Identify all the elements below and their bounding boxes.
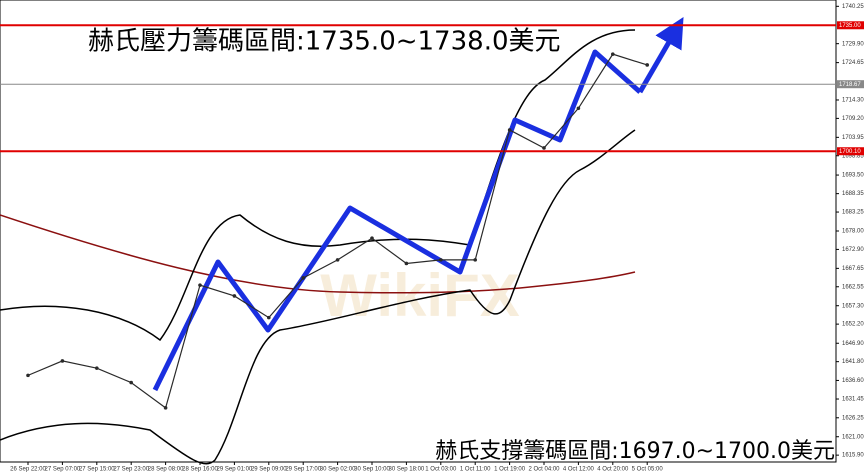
y-tick-label: 1621.00: [842, 434, 864, 440]
x-tick-label: 27 Sep 23:00: [113, 467, 149, 473]
x-tick-label: 1 Oct 03:00: [425, 467, 457, 473]
price-point: [335, 258, 340, 262]
y-tick-label: 1641.80: [842, 359, 864, 365]
y-tick-label: 1740.25: [842, 4, 864, 10]
level-label: 1718.67: [839, 82, 861, 88]
bollinger-upper: [0, 29, 636, 342]
watermark: WikiFX: [320, 262, 519, 329]
price-point: [611, 52, 615, 56]
y-tick-label: 1662.55: [842, 284, 864, 290]
y-tick-label: 1693.50: [842, 173, 864, 179]
x-tick-label: 30 Sep 02:00: [320, 467, 356, 473]
x-tick-label: 28 Sep 16:00: [182, 467, 218, 473]
level-label: 1735.00: [839, 23, 861, 29]
trend-arrow: [637, 17, 684, 94]
level-box: [837, 80, 864, 89]
y-tick-label: 1724.65: [842, 60, 864, 66]
x-tick-label: 30 Sep 18:00: [389, 467, 425, 473]
price-point: [267, 315, 271, 320]
x-tick-label: 2 Oct 04:00: [528, 467, 560, 473]
price-point: [473, 258, 478, 262]
y-tick-label: 1688.35: [842, 191, 864, 197]
y-tick-label: 1631.45: [842, 397, 864, 403]
price-point: [370, 236, 374, 241]
y-tick-label: 1714.30: [842, 98, 864, 104]
x-tick-label: 28 Sep 08:00: [148, 467, 184, 473]
price-point: [129, 380, 133, 385]
x-tick-label: 5 Oct 05:00: [632, 467, 664, 473]
level-label: 1700.10: [839, 149, 861, 155]
y-tick-label: 1667.65: [842, 266, 864, 272]
y-tick-label: 1672.90: [842, 247, 864, 253]
y-tick-label: 1729.90: [842, 41, 864, 47]
x-tick-label: 29 Sep 09:00: [251, 467, 287, 473]
price-point: [507, 128, 512, 132]
x-tick-label: 27 Sep 07:00: [45, 467, 81, 473]
bollinger-lower: [0, 129, 636, 465]
price-point: [301, 276, 306, 280]
x-tick-label: 4 Oct 12:00: [563, 467, 595, 473]
y-tick-label: 1636.60: [842, 378, 864, 384]
y-tick-label: 1683.25: [842, 210, 864, 216]
price-point: [163, 406, 168, 410]
level-box: [837, 147, 864, 156]
price-point: [542, 146, 546, 150]
price-point: [576, 106, 581, 111]
x-tick-label: 29 Sep 01:00: [217, 467, 253, 473]
plot-area: [0, 0, 837, 463]
moving-average: [0, 214, 636, 294]
y-tick-label: 1652.20: [842, 322, 864, 328]
y-tick-label: 1678.00: [842, 229, 864, 235]
level-box: [837, 21, 864, 30]
price-point: [198, 283, 202, 287]
y-tick-label: 1646.90: [842, 341, 864, 347]
price-point: [26, 373, 30, 378]
x-tick-label: 1 Oct 19:00: [494, 467, 526, 473]
price-point: [645, 63, 649, 67]
resistance-note: 赫氏壓力籌碼區間:1735.0~1738.0美元: [88, 27, 561, 57]
y-tick-label: 1698.85: [842, 153, 864, 159]
trend-arrow: [152, 49, 642, 392]
x-tick-label: 26 Sep 22:00: [10, 467, 46, 473]
y-tick-label: 1657.30: [842, 303, 864, 309]
x-tick-label: 30 Sep 10:00: [354, 467, 390, 473]
price-point: [60, 359, 65, 363]
price-point: [439, 258, 443, 262]
price-point: [95, 366, 99, 370]
price-point: [232, 294, 237, 298]
y-tick-label: 1709.20: [842, 116, 864, 122]
x-tick-label: 29 Sep 17:00: [285, 467, 321, 473]
x-tick-label: 4 Oct 20:00: [597, 467, 629, 473]
x-tick-label: 27 Sep 15:00: [79, 467, 115, 473]
y-tick-label: 1615.90: [842, 453, 864, 459]
y-tick-label: 1626.25: [842, 415, 864, 421]
support-note: 赫氏支撐籌碼區間:1697.0~1700.0美元: [435, 439, 835, 464]
price-point: [404, 261, 409, 266]
y-tick-label: 1703.95: [842, 135, 864, 141]
x-tick-label: 1 Oct 11:00: [460, 467, 491, 473]
